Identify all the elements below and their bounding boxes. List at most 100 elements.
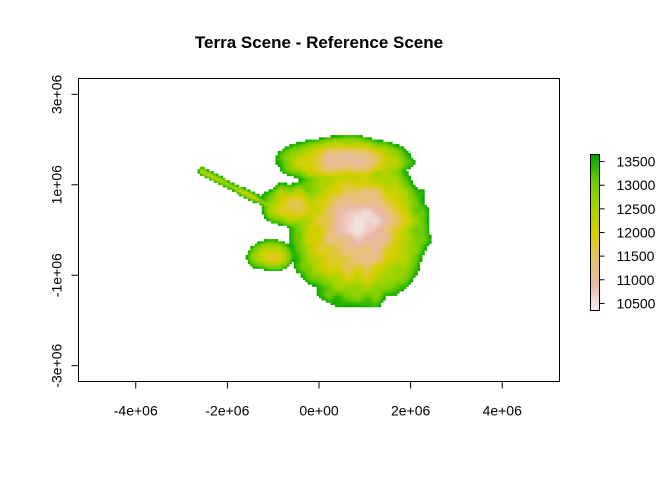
raster-cell <box>396 241 400 244</box>
raster-cell <box>321 144 324 147</box>
raster-cell <box>300 193 304 197</box>
raster-cell <box>396 216 400 220</box>
raster-cell <box>332 146 336 149</box>
raster-cell <box>385 198 389 201</box>
raster-cell <box>392 207 395 210</box>
raster-cell <box>392 234 395 238</box>
raster-cell <box>373 272 377 276</box>
raster-cell <box>346 218 350 222</box>
raster-cell <box>257 248 260 251</box>
raster-cell <box>383 189 386 192</box>
raster-cell <box>364 211 368 215</box>
raster-cell <box>362 282 366 285</box>
raster-cell <box>351 293 354 296</box>
raster-cell <box>387 291 391 294</box>
raster-cell <box>403 257 407 260</box>
raster-cell <box>197 168 201 172</box>
raster-cell <box>302 227 306 231</box>
raster-cell <box>339 137 343 140</box>
raster-cell <box>396 202 400 206</box>
raster-cell <box>280 207 283 210</box>
raster-cell <box>328 236 331 240</box>
raster-cell <box>367 220 370 224</box>
raster-cell <box>371 295 375 299</box>
raster-cell <box>332 153 336 156</box>
raster-cell <box>293 257 297 260</box>
raster-cell <box>376 148 379 152</box>
raster-cell <box>376 236 379 240</box>
raster-cell <box>410 187 414 190</box>
raster-cell <box>415 198 418 201</box>
raster-cell <box>215 177 219 181</box>
raster-cell <box>346 193 350 197</box>
raster-cell <box>332 302 336 305</box>
raster-cell <box>376 234 379 238</box>
raster-cell <box>307 175 311 179</box>
raster-cell <box>406 182 409 186</box>
raster-cell <box>419 193 423 197</box>
raster-cell <box>275 157 279 161</box>
raster-cell <box>351 220 354 224</box>
raster-cell <box>360 193 363 197</box>
raster-cell <box>353 245 356 249</box>
plot-title: Terra Scene - Reference Scene <box>195 33 443 52</box>
raster-cell <box>289 211 292 215</box>
legend-color-step <box>590 238 600 242</box>
raster-cell <box>371 272 375 276</box>
raster-cell <box>364 250 368 253</box>
raster-cell <box>417 191 421 195</box>
raster-cell <box>302 252 306 256</box>
raster-cell <box>378 205 382 208</box>
raster-cell <box>337 297 340 301</box>
raster-cell <box>291 218 295 222</box>
raster-cell <box>286 261 290 265</box>
raster-cell <box>399 153 402 156</box>
raster-cell <box>362 209 366 213</box>
raster-cell <box>390 270 393 274</box>
raster-cell <box>371 175 375 179</box>
raster-cell <box>380 293 384 296</box>
raster-cell <box>380 216 384 220</box>
raster-cell <box>426 236 430 240</box>
raster-cell <box>396 146 400 149</box>
raster-cell <box>380 230 384 233</box>
raster-cell <box>367 168 370 172</box>
raster-cell <box>312 268 315 272</box>
raster-cell <box>415 187 418 190</box>
raster-cell <box>277 205 281 208</box>
raster-cell <box>346 284 350 287</box>
raster-cell <box>373 270 377 274</box>
raster-cell <box>344 187 347 190</box>
raster-cell <box>362 293 366 296</box>
raster-cell <box>348 173 352 177</box>
raster-cell <box>383 148 386 152</box>
raster-cell <box>289 220 292 224</box>
raster-cell <box>403 202 407 206</box>
raster-cell <box>323 248 327 251</box>
raster-cell <box>307 259 311 263</box>
raster-cell <box>261 200 265 204</box>
raster-cell <box>390 193 393 197</box>
raster-cell <box>353 302 356 305</box>
raster-cell <box>335 248 338 251</box>
raster-cell <box>390 293 393 296</box>
raster-cell <box>392 148 395 152</box>
raster-cell <box>305 245 308 249</box>
raster-cell <box>419 200 423 204</box>
raster-cell <box>390 157 393 161</box>
raster-cell <box>264 261 267 265</box>
raster-cell <box>273 239 276 242</box>
raster-cell <box>309 259 313 263</box>
raster-cell <box>307 205 311 208</box>
raster-cell <box>293 266 297 269</box>
raster-cell <box>378 302 382 305</box>
raster-cell <box>362 284 366 287</box>
raster-cell <box>332 220 336 224</box>
raster-cell <box>341 211 345 215</box>
raster-cell <box>312 248 315 251</box>
raster-cell <box>353 200 356 204</box>
raster-cell <box>364 254 368 258</box>
raster-cell <box>282 218 285 222</box>
raster-cell <box>302 275 306 278</box>
raster-cell <box>403 230 407 233</box>
